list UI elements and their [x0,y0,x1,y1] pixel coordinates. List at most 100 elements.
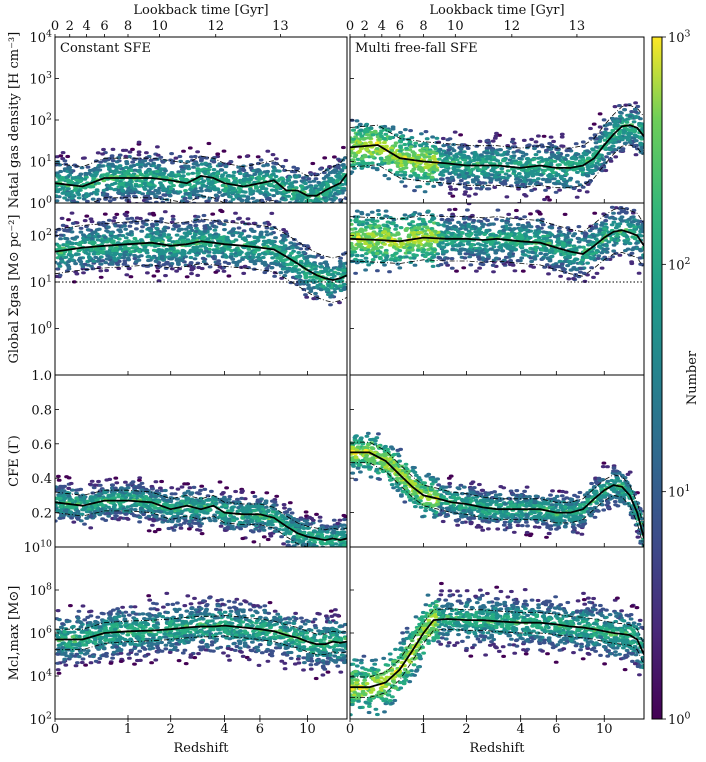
density-cell [84,224,89,229]
density-cell [322,261,328,265]
density-cell [178,251,184,255]
density-cell [125,217,131,221]
density-cell [489,148,495,152]
density-cell [629,110,635,114]
density-cell [144,223,149,227]
density-cell [187,196,193,200]
density-cell [538,156,544,160]
density-cell [93,172,99,176]
density-cell [107,195,113,199]
density-cell [189,155,194,159]
density-cell [274,157,279,161]
density-cell [543,188,548,192]
density-cell [319,265,324,269]
density-cell [193,224,199,228]
density-cell [88,217,94,221]
density-cell [338,256,343,260]
lower-quartile-line [350,144,644,189]
density-cell [382,263,387,267]
density-cell [535,218,541,222]
density-cell [413,141,419,145]
density-cell [597,245,603,249]
density-cell [383,132,389,136]
density-cell [378,151,384,155]
density-cell [602,146,608,150]
density-cell [588,136,594,140]
density-cell [199,162,205,166]
density-cell [440,170,446,174]
density-cell [198,186,204,190]
density-cell [593,141,599,145]
density-cell [221,149,227,153]
density-cell [525,174,531,178]
density-cell [557,259,563,263]
density-cell [601,118,607,122]
density-cell [287,175,293,179]
density-cell [277,191,283,195]
density-cell [281,228,286,232]
density-cell [225,247,231,251]
density-cell [207,244,213,248]
density-cell [186,251,192,255]
density-cell [150,256,155,260]
density-cell [433,147,439,151]
density-cell [81,271,86,275]
density-cell [327,165,332,169]
density-cell [58,233,64,237]
density-cell [617,104,622,108]
density-cell [246,251,251,255]
density-cell [112,181,118,185]
density-cell [62,196,67,200]
density-cell [378,245,384,249]
density-cell [179,258,185,262]
density-cell [611,249,617,253]
density-cell [76,192,82,197]
density-cell [397,258,402,262]
density-cell [131,157,137,161]
density-cell [140,225,145,229]
density-cell [303,181,308,186]
density-cell [91,259,97,263]
density-cell [160,160,166,164]
density-cell [632,107,638,111]
density-cell [155,153,161,157]
density-cell [194,193,200,197]
density-cell [123,250,128,254]
density-cell [77,256,83,260]
density-cell [444,164,450,168]
density-cell [311,255,316,259]
density-cell [248,191,254,195]
density-cell [139,229,145,233]
density-cell [415,161,421,165]
density-cell [337,264,343,269]
median-line [55,240,347,282]
density-cell [492,185,498,189]
density-cell [406,153,412,157]
density-cell [436,157,442,161]
density-cell [169,267,175,271]
density-cell [386,161,391,165]
density-cell [128,183,133,187]
density-cell [195,215,201,219]
density-cell [577,160,583,164]
density-cell [123,227,129,231]
density-cell [350,253,355,257]
density-cell [432,157,438,161]
density-cell [382,124,388,129]
density-cell [555,179,561,183]
density-cell [101,173,107,177]
median-line [55,173,347,197]
density-cell [271,194,277,198]
density-cell [295,195,301,199]
density-cell [387,270,392,274]
density-cell [506,212,512,216]
density-cell [311,179,317,183]
density-cell [371,150,377,154]
density-cell [301,176,306,180]
density-cell [503,255,509,259]
density-cell [191,165,196,169]
density-cell [108,231,114,235]
density-cell [114,262,120,266]
density-cell [254,199,260,203]
density-cell [158,181,163,185]
